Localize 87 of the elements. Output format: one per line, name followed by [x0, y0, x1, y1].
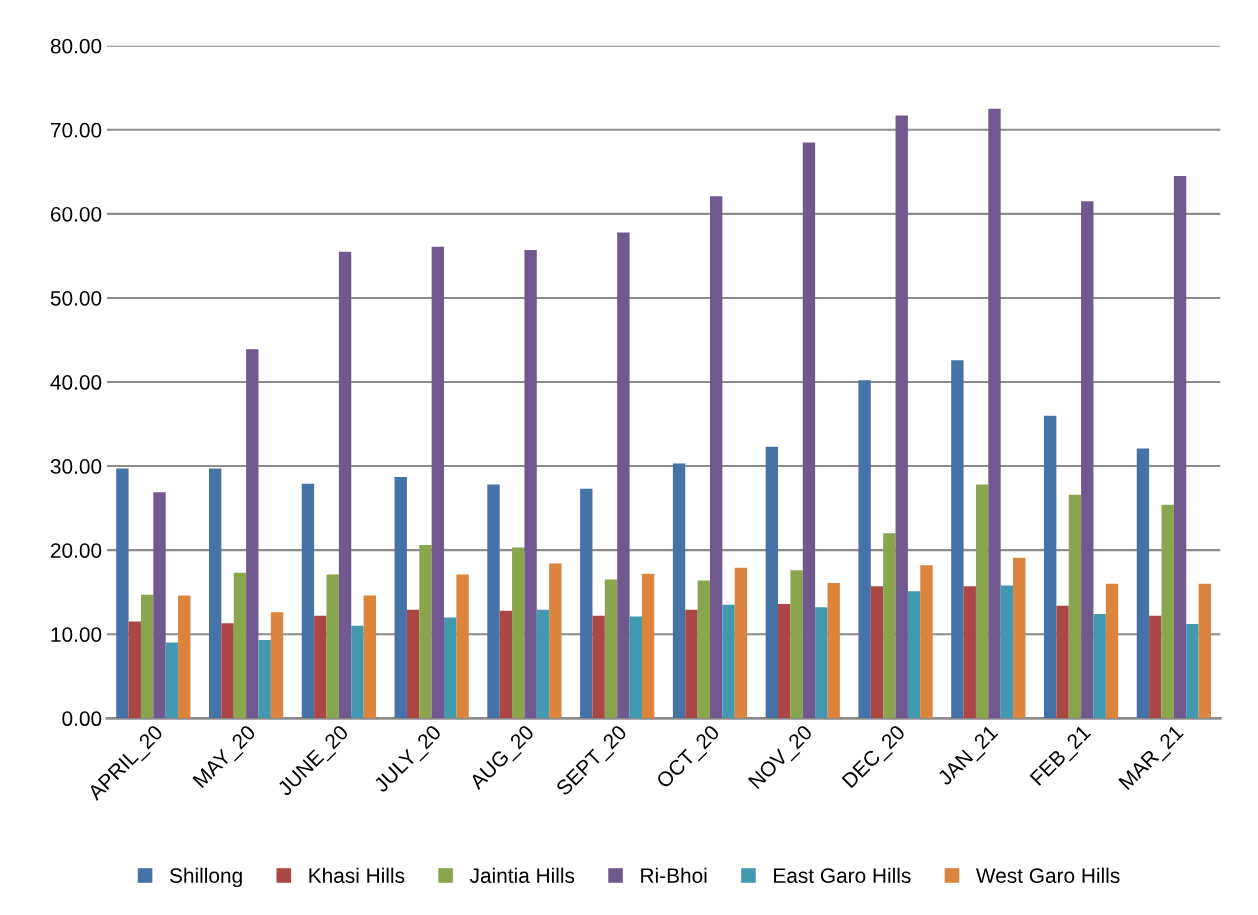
bar — [592, 615, 605, 719]
bar — [270, 612, 284, 719]
bar — [802, 142, 816, 719]
bar — [883, 533, 896, 719]
y-tick-label: 10.00 — [51, 627, 102, 642]
bar — [1105, 583, 1119, 719]
y-tick-label: 60.00 — [51, 206, 102, 222]
bar — [536, 609, 550, 719]
bar — [827, 582, 840, 719]
bar — [128, 621, 141, 719]
bar — [580, 488, 593, 719]
bar — [1068, 494, 1082, 719]
bar — [456, 574, 469, 719]
bar — [406, 609, 420, 719]
bar — [709, 196, 723, 719]
y-tick-label: 30.00 — [50, 459, 102, 474]
legend-label: Jaintia Hills — [469, 867, 575, 883]
bar — [499, 610, 513, 719]
bar — [326, 574, 339, 719]
bar — [116, 468, 129, 719]
y-tick-label: 40.00 — [50, 375, 102, 390]
bar — [1186, 624, 1199, 719]
bar — [549, 563, 562, 719]
bar — [815, 607, 828, 719]
y-tick-label: 50.00 — [50, 290, 102, 306]
y-tick-label: 70.00 — [51, 122, 102, 138]
bar — [988, 108, 1001, 719]
bar — [233, 572, 247, 719]
bar — [246, 349, 259, 719]
bar — [153, 492, 166, 719]
bar — [1056, 605, 1069, 719]
bar — [140, 594, 154, 719]
bar — [512, 547, 525, 719]
bar — [920, 565, 933, 719]
bar — [178, 595, 191, 719]
legend-label: West Garo Hills — [975, 867, 1120, 883]
bar — [487, 484, 500, 719]
bar — [641, 573, 655, 719]
legend-label: Shillong — [169, 867, 242, 888]
bar — [765, 446, 779, 719]
bar — [1136, 448, 1150, 719]
bar — [351, 625, 364, 719]
bar — [431, 246, 445, 719]
bar — [870, 586, 884, 719]
bar — [208, 468, 222, 719]
bar — [314, 615, 327, 719]
bar — [1081, 201, 1094, 719]
bar — [1173, 176, 1187, 719]
bar — [444, 617, 457, 719]
bar — [1198, 583, 1211, 719]
bar — [221, 623, 234, 719]
legend-label: Khasi Hills — [309, 867, 405, 883]
bar — [1149, 615, 1162, 719]
bar — [975, 484, 989, 719]
bar — [1013, 557, 1026, 719]
bar — [1000, 585, 1014, 719]
bar — [165, 642, 179, 719]
bar — [524, 250, 537, 719]
bar — [697, 580, 710, 719]
bar — [858, 380, 871, 719]
bar — [672, 463, 686, 719]
bar — [301, 483, 315, 719]
y-tick-label: 0.00 — [62, 711, 102, 727]
bar — [722, 604, 735, 719]
bar — [895, 115, 908, 719]
y-tick-label: 80.00 — [50, 38, 102, 54]
bar — [790, 570, 803, 719]
bar — [1093, 614, 1106, 719]
bar — [778, 603, 791, 719]
bar — [907, 591, 921, 719]
bar — [951, 360, 964, 719]
bar — [363, 595, 376, 719]
bar — [394, 477, 407, 719]
bar — [1043, 415, 1057, 719]
legend-label: East Garo Hills — [774, 867, 911, 883]
bar — [963, 586, 976, 719]
bar — [258, 640, 271, 719]
bar — [1161, 504, 1174, 719]
bar — [419, 545, 432, 719]
bar — [338, 251, 352, 719]
y-tick-label: 20.00 — [50, 543, 102, 558]
bar — [629, 616, 642, 719]
legend-label: Ri-Bhoi — [641, 867, 707, 883]
bar — [734, 567, 748, 719]
bar — [685, 609, 698, 719]
bar — [604, 579, 618, 719]
bar — [617, 232, 630, 719]
